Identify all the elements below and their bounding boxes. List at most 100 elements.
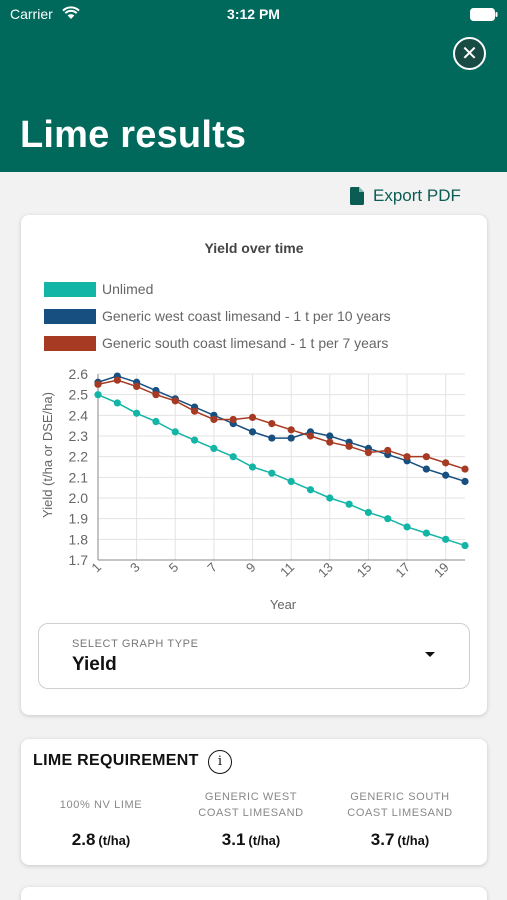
data-point: [229, 453, 237, 461]
legend-item-unlimed[interactable]: Unlimed: [44, 280, 153, 298]
legend-label: Generic south coast limesand - 1 t per 7…: [102, 335, 389, 351]
data-point: [248, 463, 257, 471]
data-point: [190, 436, 199, 444]
data-point: [384, 446, 392, 455]
info-icon[interactable]: i: [208, 750, 232, 774]
data-point: [210, 415, 218, 424]
status-bar: Carrier 3:12 PM: [0, 0, 507, 30]
data-point: [422, 465, 430, 473]
yield-line-chart: 1.71.81.92.02.12.22.32.42.52.61 3 5 7 9 11 13 1…: [40, 366, 469, 612]
y-tick-label: 2.4: [69, 407, 89, 423]
graph-type-select[interactable]: SELECT GRAPH TYPE Yield: [38, 623, 470, 689]
data-point: [306, 486, 315, 494]
graph-type-caption: SELECT GRAPH TYPE: [72, 638, 199, 650]
y-tick-label: 2.0: [69, 490, 89, 506]
data-point: [442, 535, 450, 543]
chart-title: Yield over time: [204, 240, 304, 256]
data-point: [94, 380, 102, 388]
lime-unit: (t/ha): [397, 833, 430, 848]
data-point: [345, 500, 353, 508]
lime-unit: (t/ha): [98, 833, 131, 848]
lime-requirement-title: LIME REQUIREMENT: [33, 752, 199, 769]
data-point: [461, 477, 469, 486]
data-point: [461, 541, 469, 550]
data-point: [190, 407, 199, 415]
data-point: [326, 438, 334, 446]
export-pdf-button[interactable]: Export PDF: [350, 184, 461, 208]
yield-chart-card: Yield over time Unlimed Generic west coa…: [21, 215, 487, 715]
lime-value: 2.8: [71, 830, 96, 849]
data-point: [461, 465, 469, 473]
x-tick-label: 3: [127, 560, 143, 576]
legend-label: Generic west coast limesand - 1 t per 10…: [102, 308, 391, 324]
battery-icon: [470, 8, 498, 21]
y-tick-label: 1.9: [69, 511, 89, 527]
lime-value-row: 3.1 (t/ha): [176, 830, 326, 850]
clock: 3:12 PM: [227, 6, 280, 22]
lime-column-nv: 100% NV LIME 2.8 (t/ha): [26, 789, 176, 850]
y-tick-label: 2.1: [69, 469, 89, 485]
x-tick-label: 9: [243, 560, 259, 576]
data-point: [403, 523, 411, 531]
y-tick-label: 2.2: [69, 449, 89, 465]
y-axis-title: Yield (t/ha or DSE/ha): [40, 392, 55, 518]
lime-value: 3.1: [221, 830, 246, 849]
data-point: [133, 382, 141, 390]
data-point: [113, 399, 121, 407]
data-point: [287, 477, 295, 486]
lime-requirement-card: LIME REQUIREMENT i 100% NV LIME 2.8 (t/ha…: [21, 739, 487, 865]
data-point: [229, 415, 237, 424]
data-point: [210, 444, 218, 452]
x-tick-label: 1: [88, 560, 104, 576]
data-point: [422, 453, 430, 461]
lime-caption: GENERIC WEST COAST LIMESAND: [198, 791, 304, 819]
data-point: [113, 376, 121, 384]
legend-item-south-coast[interactable]: Generic south coast limesand - 1 t per 7…: [44, 334, 388, 352]
data-point: [326, 432, 334, 440]
x-tick-label: 15: [354, 560, 375, 581]
x-tick-label: 13: [315, 560, 336, 581]
close-button[interactable]: ✕: [453, 37, 486, 70]
data-point: [171, 397, 179, 405]
x-tick-label: 7: [204, 560, 220, 576]
data-point: [364, 448, 373, 457]
lime-caption: 100% NV LIME: [59, 799, 143, 811]
graph-type-value: Yield: [72, 654, 117, 675]
x-tick-label: 19: [431, 560, 452, 581]
legend-item-west-coast[interactable]: Generic west coast limesand - 1 t per 10…: [44, 307, 391, 325]
data-point: [171, 428, 179, 436]
lime-column-south-coast: GENERIC SOUTH COAST LIMESAND 3.7 (t/ha): [325, 789, 475, 850]
lime-column-west-coast: GENERIC WEST COAST LIMESAND 3.1 (t/ha): [176, 789, 326, 850]
data-point: [364, 508, 373, 517]
y-tick-label: 1.8: [69, 531, 89, 547]
data-point: [306, 432, 315, 440]
legend-label: Unlimed: [102, 281, 154, 297]
header: Carrier 3:12 PM ✕ Lime results: [0, 0, 507, 172]
data-point: [326, 494, 334, 502]
data-point: [403, 453, 411, 461]
legend-swatch: [44, 335, 96, 351]
series-line: [97, 393, 466, 547]
data-point: [268, 434, 276, 442]
data-point: [152, 417, 160, 426]
page-title: Lime results: [20, 114, 247, 156]
data-point: [442, 471, 450, 479]
data-point: [133, 409, 141, 417]
data-point: [152, 391, 160, 399]
close-icon: ✕: [461, 42, 478, 65]
y-tick-label: 2.3: [69, 428, 89, 444]
data-point: [287, 426, 295, 434]
lime-unit: (t/ha): [248, 833, 281, 848]
data-point: [345, 442, 353, 450]
y-tick-label: 1.7: [69, 552, 89, 568]
export-pdf-label: Export PDF: [373, 186, 461, 205]
document-icon: [350, 187, 364, 205]
x-axis-title: Year: [270, 597, 297, 612]
x-tick-label: 5: [166, 560, 182, 576]
data-point: [268, 420, 276, 428]
y-tick-label: 2.5: [69, 387, 89, 403]
caret-down-icon: [425, 652, 435, 657]
lime-caption: GENERIC SOUTH COAST LIMESAND: [347, 791, 453, 819]
y-tick-label: 2.6: [69, 366, 89, 382]
x-tick-label: 17: [392, 560, 413, 581]
